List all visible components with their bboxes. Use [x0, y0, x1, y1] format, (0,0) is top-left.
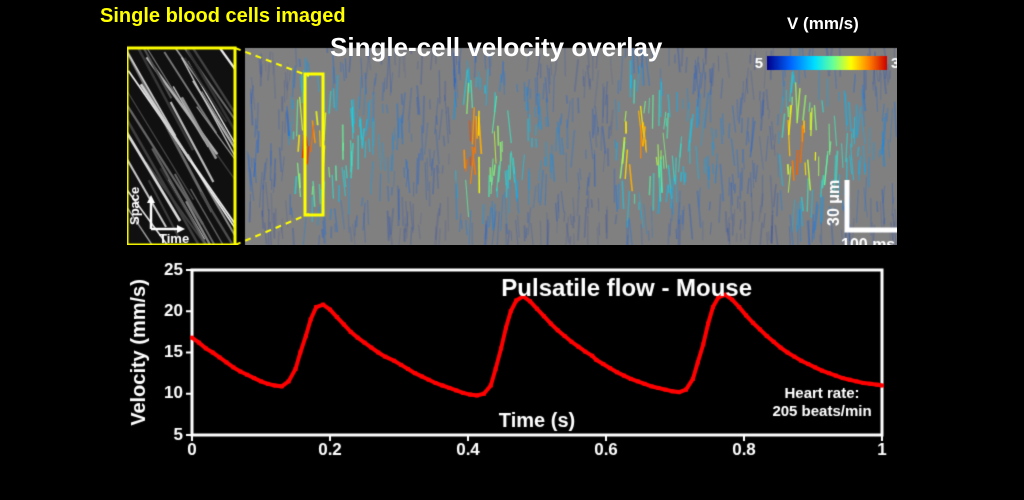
colorbar-label: V (mm/s) [787, 14, 859, 34]
inset-label: Single blood cells imaged [100, 5, 346, 28]
top-panel-title: Single-cell velocity overlay [330, 32, 662, 63]
